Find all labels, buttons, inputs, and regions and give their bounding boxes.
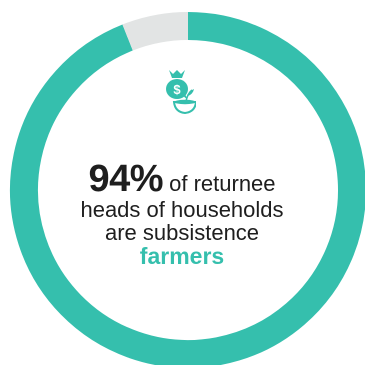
caption-line-2: heads of households [80,197,284,222]
caption-line-3: are subsistence [104,220,260,245]
donut-slice-other [122,12,189,51]
caption-highlight: farmers [139,243,225,269]
money-bag-and-plant-bowl-icon: $ [166,70,196,115]
svg-text:$: $ [173,82,181,97]
donut-slice-farmers [10,12,365,365]
percent-value: 94% [88,158,164,200]
caption-line-1: 94% of returnee [62,160,302,198]
caption: 94% of returnee heads of households are … [62,160,302,268]
caption-line-1-text: of returnee [163,171,276,196]
